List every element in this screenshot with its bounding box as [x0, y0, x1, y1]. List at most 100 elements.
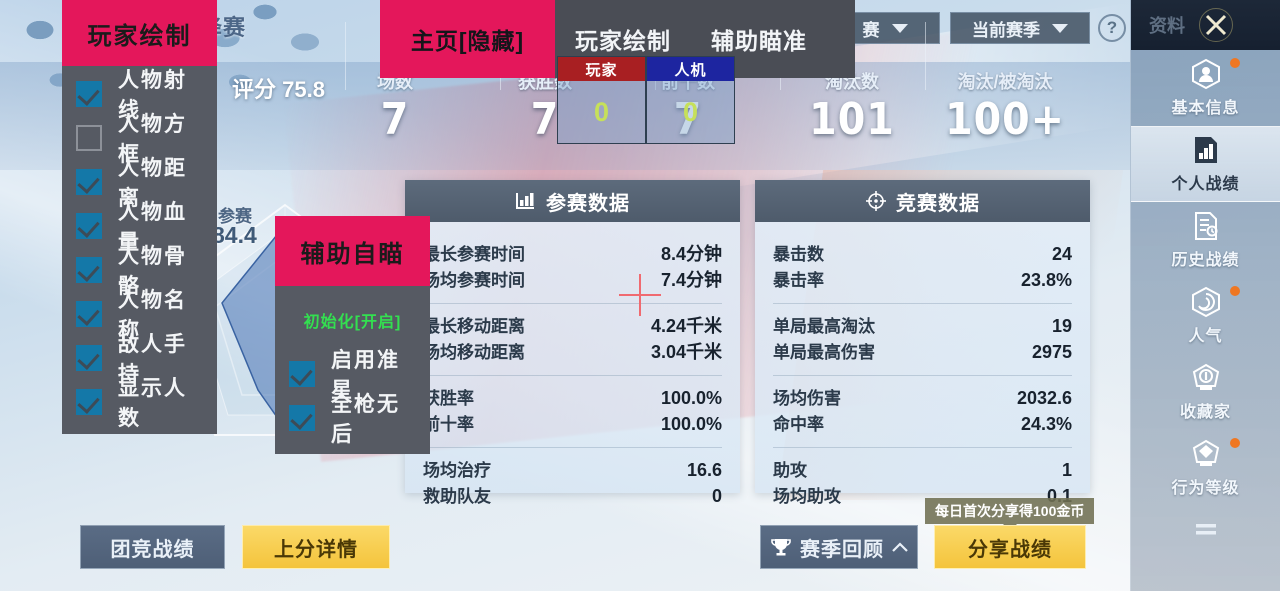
- stat-group: 最长参赛时间 8.4分钟 场均参赛时间 7.4分钟: [423, 236, 722, 303]
- chevron-down-icon: [891, 23, 908, 33]
- stat-row: 助攻 1: [773, 458, 1072, 484]
- stat-group: 场均伤害 2032.6 命中率 24.3%: [773, 375, 1072, 447]
- draw-option-row[interactable]: 显示人数: [62, 377, 217, 430]
- checkbox-checked[interactable]: [76, 213, 102, 239]
- draw-option-label: 人物距离: [118, 157, 187, 210]
- help-button[interactable]: ?: [1098, 14, 1126, 42]
- player-counter: 玩家 0: [557, 56, 646, 144]
- checkbox-checked[interactable]: [76, 389, 102, 415]
- stat-label: 获胜率: [423, 389, 474, 409]
- draw-option-row[interactable]: 人物射线: [62, 69, 217, 122]
- checkbox-checked[interactable]: [76, 81, 102, 107]
- card-title: 竞赛数据: [896, 192, 980, 215]
- sidebar-item-label: 个人战绩: [1171, 176, 1240, 193]
- checkbox-checked[interactable]: [76, 345, 102, 371]
- draw-option-label: 人物方框: [118, 113, 187, 166]
- stat-value: 4.24千米: [650, 316, 722, 337]
- stat-value: 7.4分钟: [660, 269, 722, 290]
- stat-row: 最长参赛时间 8.4分钟: [423, 242, 722, 268]
- aim-option-row[interactable]: 全枪无后: [275, 393, 430, 446]
- sidebar-more-button[interactable]: [1131, 506, 1280, 552]
- season-dropdown[interactable]: 当前赛季: [950, 12, 1090, 44]
- sidebar-item-personal-record[interactable]: 个人战绩: [1131, 126, 1280, 202]
- stat-value: 24.3%: [1020, 413, 1072, 434]
- checkbox-checked[interactable]: [76, 301, 102, 327]
- card-header: 参赛数据: [405, 180, 740, 222]
- checkbox-unchecked[interactable]: [76, 125, 102, 151]
- stat-group: 最长移动距离 4.24千米 场均移动距离 3.04千米: [423, 303, 722, 375]
- draw-option-row[interactable]: 人物血量: [62, 201, 217, 254]
- sidebar-header: 资料: [1131, 0, 1280, 50]
- aim-crosshair-overlay: [619, 274, 661, 316]
- team-record-button[interactable]: 团竞战绩: [80, 525, 225, 569]
- more-menu-icon: [1195, 524, 1216, 535]
- card-body: 最长参赛时间 8.4分钟 场均参赛时间 7.4分钟 最长移动距离 4.24千米 …: [405, 222, 740, 519]
- radar-axis-label: 参赛: [218, 207, 252, 226]
- stat-value: 1: [1061, 460, 1072, 481]
- draw-option-row[interactable]: 人物骨骼: [62, 245, 217, 298]
- overlay-tab-home[interactable]: 主页[隐藏]: [380, 0, 555, 78]
- chevron-up-icon: [892, 541, 908, 552]
- draw-option-row[interactable]: 人物距离: [62, 157, 217, 210]
- rank-detail-label: 上分详情: [274, 538, 358, 561]
- sidebar-item-label: 行为等级: [1171, 480, 1240, 497]
- card-title: 参赛数据: [546, 192, 630, 215]
- bot-counter: 人机 0: [646, 56, 735, 144]
- notification-badge: [1230, 58, 1240, 68]
- stat-value: 0: [711, 485, 722, 506]
- draw-option-row[interactable]: 人物名称: [62, 289, 217, 342]
- sidebar-item-history-record[interactable]: 历史战绩: [1131, 202, 1280, 278]
- aim-option-row[interactable]: 启用准星: [275, 349, 430, 402]
- stat-label: 场均治疗: [423, 461, 491, 481]
- stat-row: 场均参赛时间 7.4分钟: [423, 268, 722, 294]
- sidebar-item-basic-info[interactable]: 基本信息: [1131, 50, 1280, 126]
- combat-stats-card: 竞赛数据 暴击数 24 暴击率 23.8% 单局最高淘汰 19 单局最高: [755, 180, 1090, 506]
- close-button[interactable]: [1199, 8, 1233, 42]
- stat-value: 19: [1051, 316, 1072, 337]
- stat-row: 最长移动距离 4.24千米: [423, 314, 722, 340]
- checkbox-checked[interactable]: [76, 169, 102, 195]
- sidebar-title: 资料: [1149, 16, 1185, 36]
- sidebar-item-popularity[interactable]: 人气: [1131, 278, 1280, 354]
- sidebar-item-collector[interactable]: 收藏家: [1131, 354, 1280, 430]
- rating-score: 评分 75.8: [232, 77, 325, 102]
- rank-detail-button[interactable]: 上分详情: [242, 525, 390, 569]
- stat-row: 前十率 100.0%: [423, 412, 722, 438]
- stat-label: 救助队友: [423, 486, 491, 506]
- chevron-down-icon: [1052, 23, 1068, 33]
- kpi-value: 7: [380, 94, 410, 145]
- share-record-button[interactable]: 分享战绩: [934, 525, 1086, 569]
- draw-option-label: 人物骨骼: [118, 245, 187, 298]
- stat-label: 最长参赛时间: [423, 245, 525, 264]
- stat-label: 场均移动距离: [423, 342, 525, 362]
- checkbox-checked[interactable]: [76, 257, 102, 283]
- history-doc-icon: [1194, 212, 1217, 240]
- stat-row: 场均伤害 2032.6: [773, 386, 1072, 412]
- kpi-kills: 淘汰数 101: [772, 68, 932, 142]
- stat-value: 2032.6: [1016, 388, 1072, 409]
- overlay-tab-player-draw[interactable]: 玩家绘制: [575, 28, 671, 54]
- season-review-button[interactable]: 赛季回顾: [760, 525, 918, 569]
- panel-title: 辅助自瞄: [275, 216, 430, 286]
- share-record-label: 分享战绩: [968, 538, 1052, 561]
- stat-label: 助攻: [773, 461, 807, 481]
- kpi-kd: 淘汰/被淘汰 100+: [925, 68, 1085, 142]
- checkbox-checked[interactable]: [289, 361, 315, 387]
- kpi-value: 7: [673, 94, 703, 145]
- stat-row: 场均治疗 16.6: [423, 458, 722, 484]
- aim-option-label: 全枪无后: [331, 393, 400, 446]
- stat-value: 16.6: [686, 460, 722, 481]
- overlay-tab-aim-assist[interactable]: 辅助瞄准: [711, 28, 807, 54]
- draw-option-row[interactable]: 人物方框: [62, 113, 217, 166]
- stat-row: 命中率 24.3%: [773, 412, 1072, 438]
- profile-hex-icon: [1191, 58, 1220, 90]
- stat-value: 100.0%: [660, 413, 722, 434]
- trophy-icon: [771, 539, 791, 556]
- sidebar-item-label: 历史战绩: [1171, 252, 1240, 269]
- sidebar-item-behavior-level[interactable]: 行为等级: [1131, 430, 1280, 506]
- draw-option-row[interactable]: 敌人手持: [62, 333, 217, 386]
- stat-row: 暴击数 24: [773, 242, 1072, 268]
- stat-row: 场均移动距离 3.04千米: [423, 340, 722, 366]
- checkbox-checked[interactable]: [289, 405, 315, 431]
